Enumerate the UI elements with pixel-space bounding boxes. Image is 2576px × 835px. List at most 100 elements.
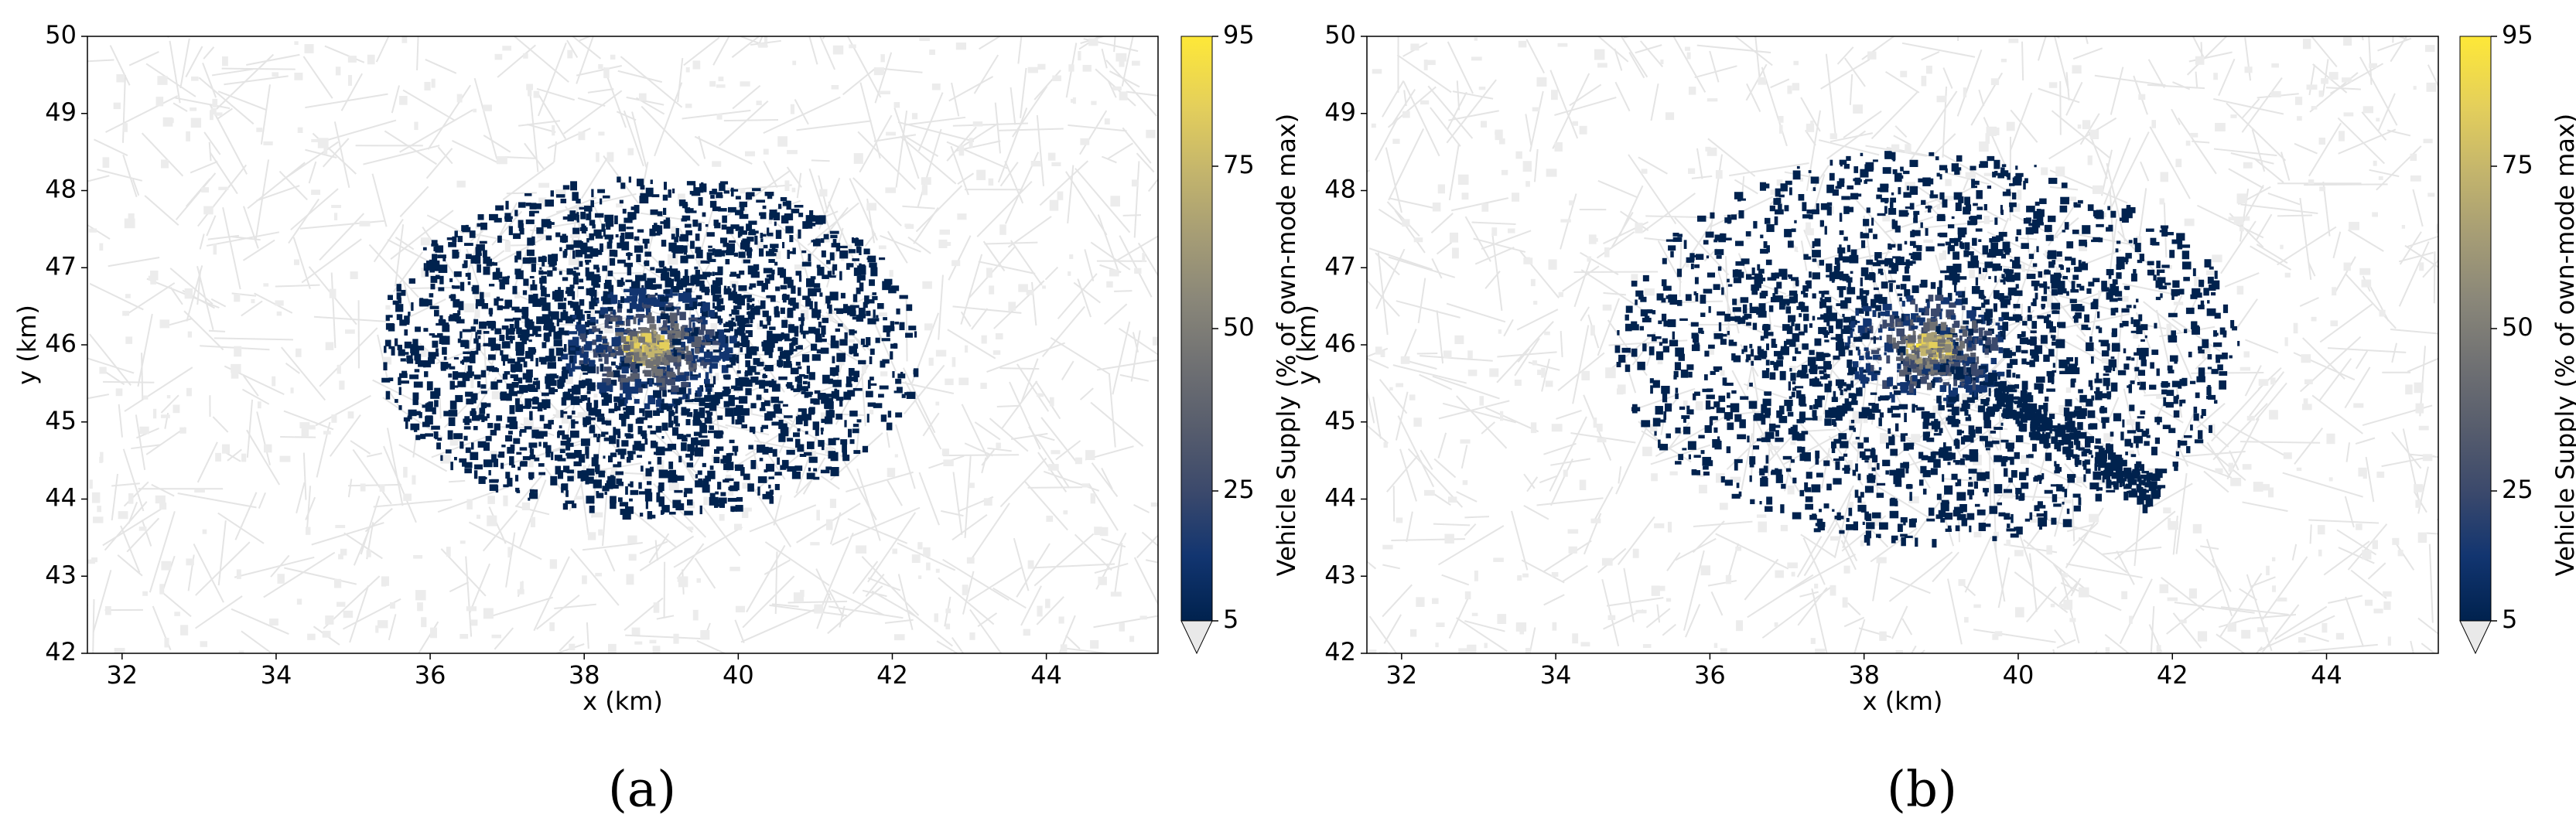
cell [846,376,852,385]
cell [591,457,599,467]
road [241,300,263,317]
block [2072,65,2082,74]
cell [428,357,436,364]
block [1683,400,1688,409]
block [431,78,436,88]
cell [730,187,734,197]
cell [647,395,656,404]
cell [596,334,602,343]
cell [629,341,634,349]
cell [624,506,634,514]
cell [509,335,513,342]
block [2203,343,2211,354]
cell [696,319,703,323]
block [1522,161,1532,172]
block [981,335,987,344]
road [566,39,579,58]
road [513,36,569,83]
road [104,501,148,551]
cell [526,249,535,257]
block [800,309,809,320]
road [123,481,149,507]
cell [510,339,514,344]
cell [647,461,651,465]
cell [673,347,678,357]
road [290,188,339,230]
road [375,36,390,63]
cell [529,333,535,337]
cell [481,303,489,309]
cell [787,324,794,333]
road [1526,476,1539,492]
block [1471,612,1478,616]
block [2215,468,2223,473]
cell [463,351,473,355]
cell [532,329,538,336]
road [2244,365,2262,397]
road [864,233,876,247]
road [2241,77,2283,133]
cell [626,456,631,463]
block [2205,270,2216,275]
block [1963,87,1967,97]
block [1471,56,1482,61]
road [900,135,957,185]
road [402,89,456,121]
cell [627,452,631,459]
block [919,37,931,42]
cell [790,297,796,306]
cell [716,192,723,199]
block [473,291,482,301]
block [263,444,272,453]
cell [567,388,572,393]
cell [849,346,858,354]
road [748,481,792,547]
block [2353,403,2364,408]
block [1980,308,1989,316]
cell [829,252,835,261]
cell [651,365,661,371]
road [1550,458,1591,466]
block [1402,111,1410,118]
road [288,198,320,244]
cell [731,317,735,321]
cell [429,293,434,298]
cell [880,360,886,368]
cell [596,436,600,442]
cell [837,323,843,327]
cell [733,285,736,295]
cell [449,366,456,370]
cell [678,293,687,302]
cell [464,416,470,425]
block [128,492,134,504]
block [988,178,994,186]
cell [604,320,609,329]
road [922,412,940,437]
cell [774,261,778,266]
road [751,430,786,480]
block [1400,356,1410,364]
cell [399,319,407,326]
cell [724,347,733,354]
block [1852,441,1859,445]
road [135,414,146,470]
cell [571,419,576,429]
cell [413,429,418,432]
cell [462,227,471,233]
block [496,156,507,165]
cell [705,329,715,339]
y-tick-label: 50 [45,20,77,49]
cell [747,265,753,275]
cell [701,309,709,318]
cell [666,365,671,372]
cell [505,328,515,335]
road [256,411,272,465]
cell [719,503,726,508]
road [2219,573,2263,639]
block [571,469,576,480]
cell [835,328,840,332]
cell [700,260,710,264]
cell [547,270,553,277]
cell [809,210,814,216]
road [1908,452,1931,489]
